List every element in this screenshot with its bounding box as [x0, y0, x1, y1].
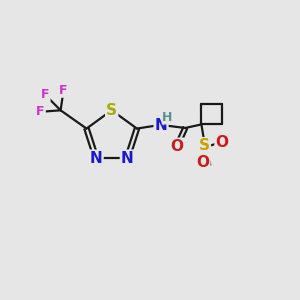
Text: N: N: [90, 151, 103, 166]
Text: N: N: [121, 151, 134, 166]
Text: F: F: [36, 105, 45, 118]
Text: H: H: [162, 111, 173, 124]
Text: S: S: [199, 138, 210, 153]
Text: S: S: [106, 103, 117, 118]
Text: O: O: [196, 155, 209, 170]
Text: O: O: [170, 139, 184, 154]
Text: N: N: [155, 118, 167, 133]
Text: F: F: [41, 88, 50, 101]
Text: F: F: [59, 84, 68, 97]
Text: O: O: [215, 135, 229, 150]
